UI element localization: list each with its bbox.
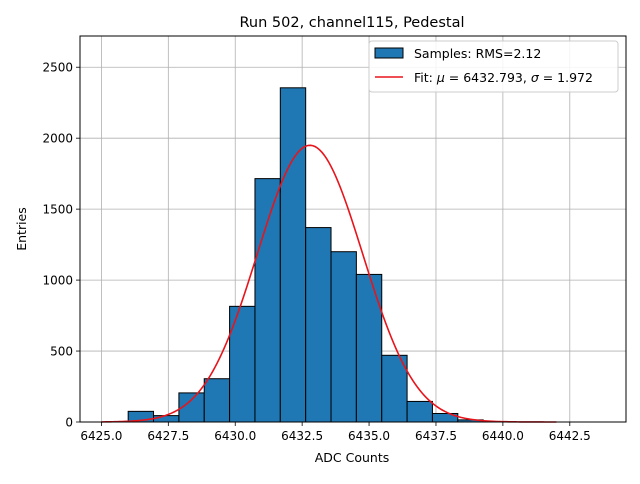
histogram-bar [381, 354, 408, 423]
y-axis: 0 500 1000 1500 2000 2500 [42, 61, 80, 430]
fit-label-sigma: σ [531, 70, 540, 85]
y-tick-label: 1000 [42, 274, 73, 288]
chart-title: Run 502, channel115, Pedestal [239, 15, 464, 31]
histogram-bar [406, 400, 433, 423]
y-tick-label: 2000 [42, 132, 73, 146]
fit-label-prefix: Fit: [414, 70, 437, 85]
x-tick-label: 6440.0 [482, 429, 524, 443]
x-tick-label: 6442.5 [549, 429, 591, 443]
legend-label-samples: Samples: RMS=2.12 [414, 46, 541, 61]
y-tick-label: 500 [50, 345, 73, 359]
fit-curve [101, 144, 557, 423]
histogram-bars [127, 87, 484, 423]
histogram-bar [254, 178, 281, 423]
x-tick-label: 6432.5 [281, 429, 323, 443]
x-tick-label: 6437.5 [415, 429, 457, 443]
legend-frame [368, 40, 619, 93]
fit-label-mu: μ [436, 70, 445, 85]
histogram-bar [203, 378, 231, 423]
y-axis-label: Entries [14, 207, 29, 251]
histogram-bar [279, 87, 307, 423]
histogram-bar [153, 415, 180, 423]
legend: Samples: RMS=2.12 Fit: μ = 6432.793, σ =… [368, 40, 619, 93]
y-tick-label: 0 [65, 416, 73, 430]
y-tick-label: 1500 [42, 203, 73, 217]
histogram-bar [330, 251, 357, 423]
x-tick-label: 6427.5 [147, 429, 189, 443]
fit-label-suffix: = 1.972 [539, 70, 593, 85]
plot-frame [79, 35, 627, 423]
legend-swatch-samples [374, 47, 404, 59]
gaussian-fit-line [101, 144, 557, 423]
x-axis-label: ADC Counts [315, 450, 390, 465]
x-axis: 6425.0 6427.5 6430.0 6432.5 6435.0 6437.5 6440… [80, 422, 591, 443]
x-tick-label: 6430.0 [214, 429, 256, 443]
histogram-bar [355, 273, 383, 423]
legend-label-fit: Fit: μ = 6432.793, σ = 1.972 [414, 70, 593, 85]
x-tick-label: 6435.0 [348, 429, 390, 443]
histogram-bar [305, 227, 332, 423]
x-tick-label: 6425.0 [80, 429, 122, 443]
fit-label-mid: = 6432.793, [445, 70, 531, 85]
y-tick-label: 2500 [42, 61, 73, 75]
